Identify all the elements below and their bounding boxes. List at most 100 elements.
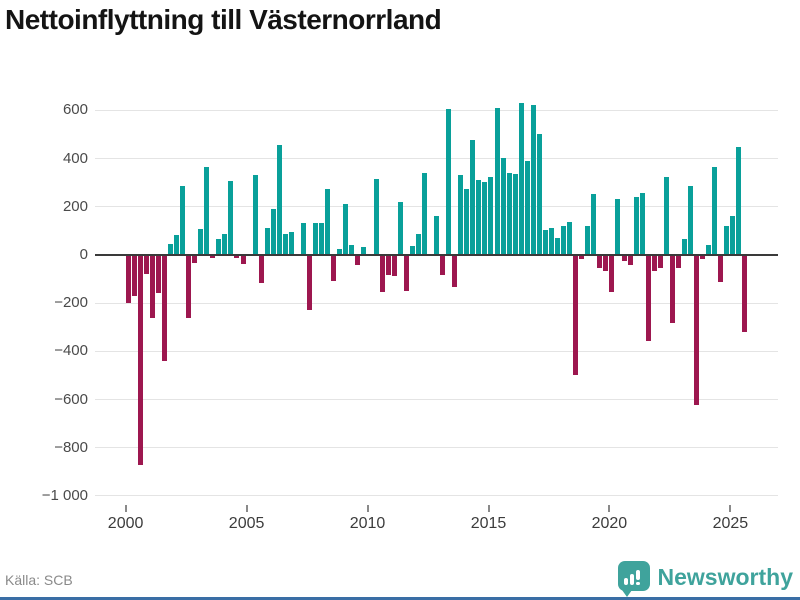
- x-axis-tick: [124, 505, 127, 512]
- bar-positive: [325, 189, 331, 255]
- bar-negative: [258, 254, 264, 284]
- bar-positive: [204, 166, 210, 255]
- bar-positive: [301, 223, 306, 255]
- gridline: [95, 399, 778, 401]
- y-axis-label: 200: [62, 197, 88, 215]
- bar-negative: [597, 254, 603, 268]
- bubble-tail: [621, 590, 632, 597]
- bar-positive: [216, 238, 222, 255]
- bubble-shape: [617, 561, 650, 591]
- bar-positive: [530, 105, 536, 255]
- bar-negative: [440, 254, 445, 275]
- bar-positive: [482, 182, 488, 255]
- bar-positive: [458, 175, 464, 255]
- bar-positive: [567, 222, 572, 255]
- bar-negative: [627, 254, 633, 266]
- gridline: [95, 350, 778, 352]
- bar-negative: [718, 254, 724, 283]
- bar-negative: [669, 254, 675, 324]
- newsworthy-chart-bubble-icon: [617, 561, 650, 597]
- bar-negative: [210, 254, 216, 259]
- bar-negative: [240, 254, 246, 265]
- bar-positive: [337, 248, 343, 255]
- y-axis-label: −200: [54, 294, 88, 312]
- x-axis-tick: [366, 505, 369, 512]
- bar-positive: [591, 194, 597, 255]
- bar-negative: [385, 254, 391, 275]
- bar-positive: [494, 107, 500, 255]
- y-axis-label: 0: [79, 246, 88, 263]
- bar-positive: [313, 223, 319, 255]
- bar-negative: [700, 254, 706, 260]
- bar-negative: [609, 254, 615, 292]
- bar-positive: [536, 134, 542, 255]
- newsworthy-logo[interactable]: Newsworthy: [617, 561, 793, 597]
- bar-positive: [434, 215, 439, 255]
- bar-negative: [452, 254, 458, 287]
- y-axis-label: −600: [54, 390, 88, 408]
- gridline: [95, 495, 778, 497]
- bar-positive: [228, 181, 234, 255]
- bar-positive: [180, 185, 185, 255]
- bar-negative: [125, 254, 131, 303]
- x-axis-label: 2020: [591, 515, 628, 532]
- bar-positive: [464, 189, 470, 255]
- bar-positive: [415, 234, 421, 255]
- bar-positive: [288, 231, 294, 255]
- gridline: [95, 158, 778, 160]
- bar-positive: [349, 244, 355, 255]
- bar-negative: [742, 254, 748, 332]
- bar-positive: [681, 238, 687, 255]
- zero-axis-line: [95, 253, 778, 256]
- bar-positive: [270, 208, 276, 255]
- x-axis-label: 2005: [228, 515, 265, 532]
- bar-positive: [736, 147, 742, 255]
- bar-positive: [167, 243, 173, 255]
- gridline: [95, 302, 778, 304]
- x-axis-tick: [729, 505, 732, 512]
- bar-positive: [282, 234, 288, 255]
- y-axis-label: −400: [54, 342, 88, 360]
- bar-positive: [276, 144, 282, 255]
- bar-positive: [639, 193, 645, 255]
- bar-positive: [421, 172, 427, 255]
- bar-positive: [343, 203, 349, 255]
- bar-positive: [174, 235, 179, 255]
- bar-positive: [706, 244, 712, 255]
- gridline: [95, 206, 778, 208]
- bar-positive: [470, 140, 476, 255]
- bar-positive: [542, 230, 548, 255]
- bar-positive: [397, 201, 403, 255]
- bar-negative: [186, 254, 192, 319]
- gridline: [95, 447, 778, 449]
- bar-negative: [403, 254, 409, 291]
- bar-negative: [675, 254, 681, 268]
- bar-negative: [603, 254, 609, 272]
- bar-positive: [615, 199, 621, 255]
- bar-positive: [319, 223, 325, 255]
- bar-positive: [724, 225, 730, 255]
- bar-negative: [579, 254, 585, 260]
- bar-negative: [651, 254, 657, 272]
- bar-positive: [373, 178, 379, 255]
- y-axis-label: 600: [62, 101, 88, 119]
- source-label: Källa: SCB: [5, 572, 73, 588]
- x-axis-tick: [608, 505, 611, 512]
- bar-positive: [500, 158, 506, 255]
- bar-positive: [512, 173, 518, 255]
- bar-positive: [663, 177, 669, 255]
- bar-positive: [688, 185, 693, 255]
- bar-negative: [694, 254, 699, 406]
- x-axis-tick: [487, 505, 490, 512]
- bar-positive: [488, 177, 494, 255]
- bar-negative: [645, 254, 651, 342]
- newsworthy-logo-text: Newsworthy: [657, 563, 793, 590]
- x-axis-label: 2015: [470, 515, 507, 532]
- bar-negative: [143, 254, 149, 274]
- bar-negative: [149, 254, 155, 319]
- y-axis-label: −800: [54, 438, 88, 456]
- bar-positive: [554, 237, 560, 255]
- bar-positive: [548, 228, 554, 255]
- bar-positive: [730, 215, 736, 255]
